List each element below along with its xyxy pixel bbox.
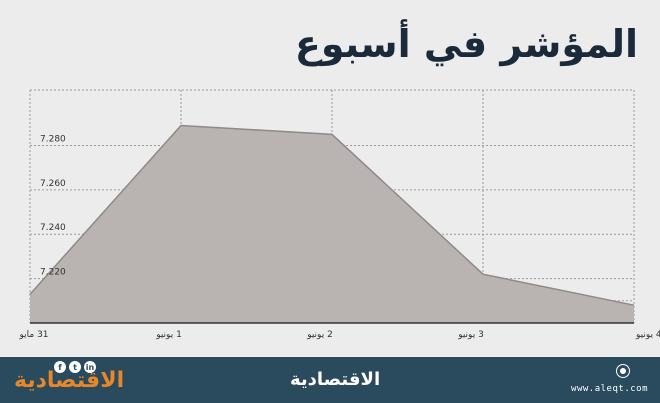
social-icon-2[interactable]: t [69,361,81,373]
chart-title: المؤشر في أسبوع [294,22,638,66]
line-series [29,124,635,306]
site-logo-icon [616,364,630,378]
social-icon-3[interactable]: in [84,361,96,373]
chart: 7.220 7.240 7.260 7.280 31 مايو 1 يونيو 2 يون… [18,89,660,340]
x-tick-label: 2 يونيو [306,330,333,340]
y-tick-label: 7.240 [40,223,66,233]
y-tick-label: 7.260 [40,179,66,189]
brand-logo-left: الاقتصادية [14,368,125,393]
x-tick-label: 31 مايو [18,330,48,340]
footer-bar: الاقتصادية f t in الاقتصادية www.aleqt.c… [0,357,660,403]
x-tick-label: 3 يونيو [457,330,484,340]
x-tick-label: 4 يونيو [635,330,660,340]
site-url[interactable]: www.aleqt.com [571,384,648,394]
social-icons: f t in [54,361,96,373]
y-tick-label: 7.280 [40,134,66,144]
y-tick-label: 7.220 [40,268,66,278]
x-tick-label: 1 يونيو [155,330,182,340]
area-series [30,125,634,323]
brand-logo-center: الاقتصادية [290,369,381,390]
social-icon-1[interactable]: f [54,361,66,373]
